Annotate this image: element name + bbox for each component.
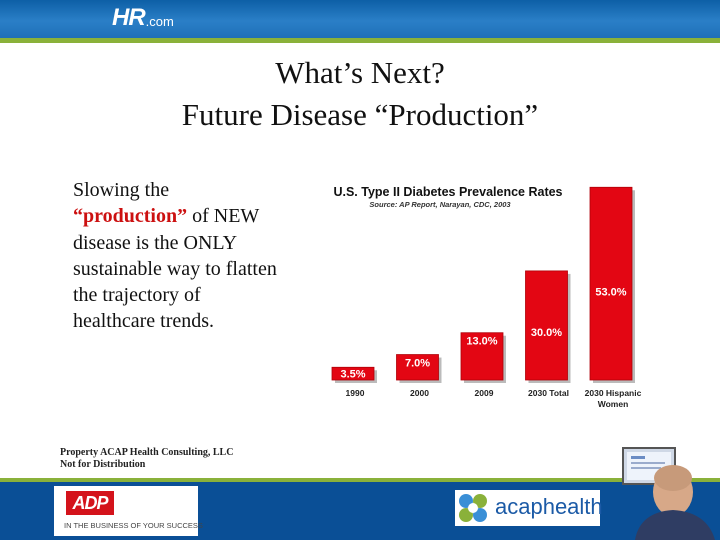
title-line-2: Future Disease “Production” (181, 97, 539, 132)
category-label: 2009 (475, 388, 494, 398)
acap-wordmark: acaphealth (495, 494, 603, 519)
slide-title: What’s Next? Future Disease “Production” (0, 52, 720, 136)
diabetes-chart: U.S. Type II Diabetes Prevalence Rates S… (331, 185, 642, 409)
bar-value-label: 53.0% (595, 286, 626, 298)
person-at-computer-image (622, 447, 715, 540)
acap-mark-icon (459, 494, 487, 522)
header-bar (0, 0, 720, 38)
category-label: Women (598, 399, 629, 409)
category-label: 2030 Hispanic (585, 388, 642, 398)
bar-value-label: 13.0% (466, 336, 497, 348)
adp-logo-box: ADP IN THE BUSINESS OF YOUR SUCCESS (54, 486, 203, 536)
bar-2 (396, 354, 439, 381)
logo-domain-text: .com (145, 14, 174, 29)
body-paragraph: Slowing the “production” of NEW disease … (73, 177, 283, 335)
bar-value-label: 7.0% (405, 358, 430, 370)
logo-main-text: HR (112, 4, 146, 31)
property-notice: Property ACAP Health Consulting, LLC Not… (60, 447, 233, 471)
acap-logo-box: acaphealth (455, 490, 603, 526)
title-line-1: What’s Next? (275, 55, 445, 90)
footer-accent-stripe (0, 478, 720, 482)
chart-title: U.S. Type II Diabetes Prevalence Rates (333, 185, 562, 199)
header-accent-stripe (0, 38, 720, 43)
body-text-highlight: “production” (73, 205, 188, 228)
bar-5 (589, 186, 633, 381)
bar-1 (331, 366, 375, 381)
hr-com-logo: HR .com (112, 4, 174, 32)
adp-logo: ADP (66, 491, 114, 515)
adp-tagline: IN THE BUSINESS OF YOUR SUCCESS (64, 521, 203, 530)
property-notice-line2: Not for Distribution (60, 459, 146, 470)
bar-3 (460, 332, 504, 381)
bar-value-label: 3.5% (340, 369, 365, 381)
bar-value-label: 30.0% (531, 327, 562, 339)
category-label: 2030 Total (528, 388, 569, 398)
body-text-part1: Slowing the (73, 179, 170, 201)
chart-subtitle: Source: AP Report, Narayan, CDC, 2003 (369, 200, 511, 209)
body-text-part2: of NEW disease is the ONLY sustainable w… (73, 205, 277, 333)
category-label: 2000 (410, 388, 429, 398)
category-label: 1990 (346, 388, 365, 398)
bar-4 (525, 270, 568, 381)
property-notice-line1: Property ACAP Health Consulting, LLC (60, 447, 234, 458)
